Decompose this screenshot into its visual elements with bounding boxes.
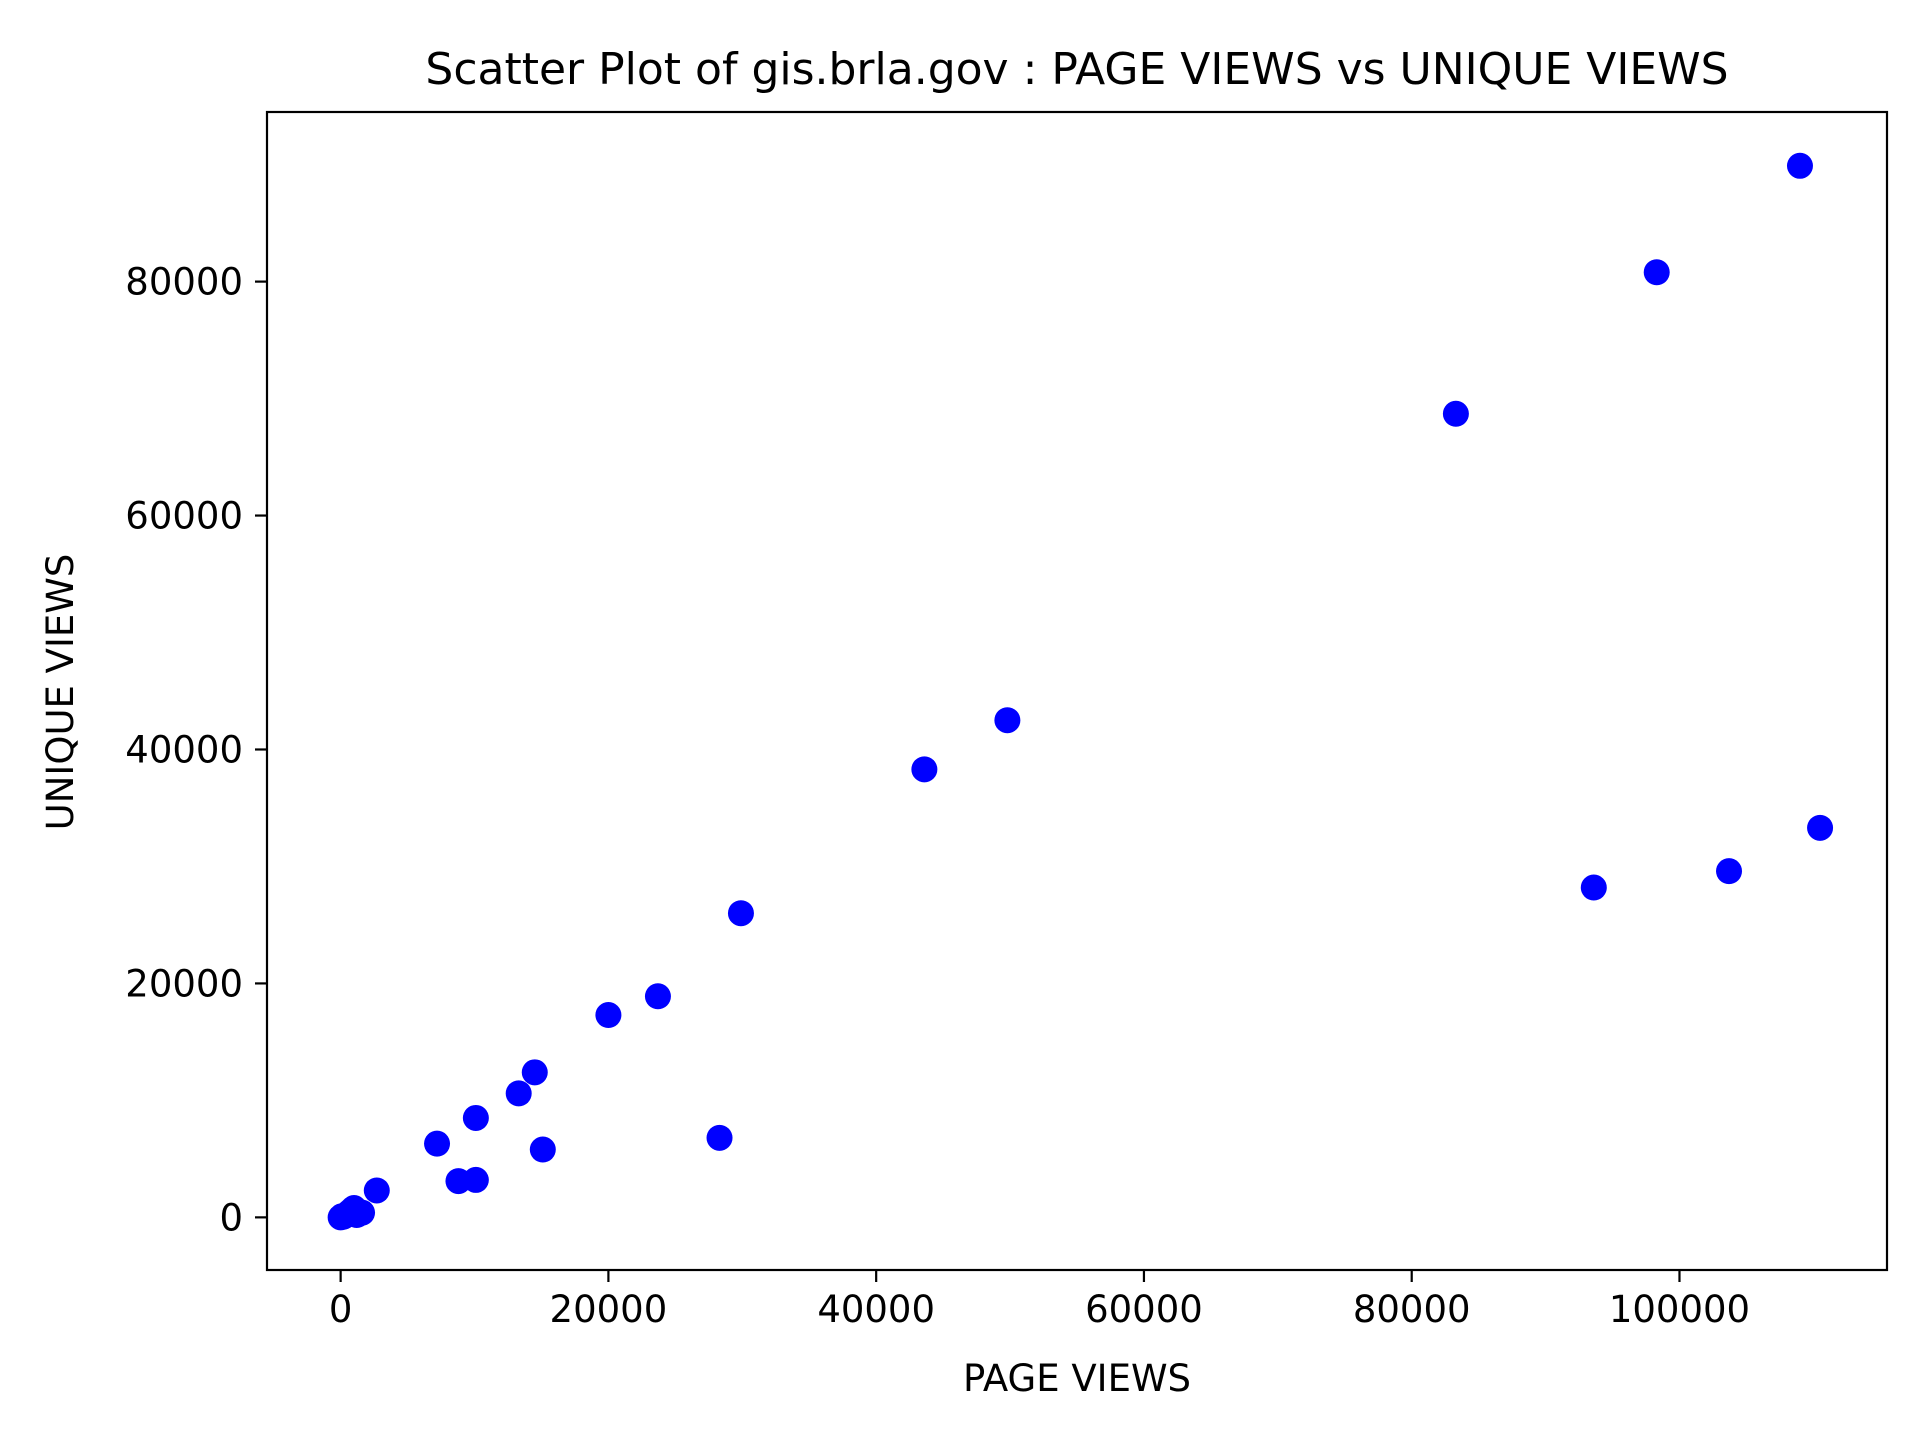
scatter-point — [1580, 874, 1607, 901]
y-tick-label: 40000 — [125, 728, 243, 771]
x-tick-label: 40000 — [817, 1288, 935, 1331]
x-tick-label: 60000 — [1085, 1288, 1203, 1331]
scatter-point — [349, 1199, 376, 1226]
scatter-point — [462, 1104, 489, 1131]
scatter-point — [706, 1124, 733, 1151]
scatter-point — [727, 900, 754, 927]
y-tick-label: 60000 — [125, 495, 243, 538]
y-axis-label: UNIQUE VIEWS — [39, 554, 82, 831]
scatter-point — [462, 1166, 489, 1193]
x-tick-label: 0 — [329, 1288, 353, 1331]
y-tick-label: 0 — [219, 1196, 243, 1239]
y-tick-label: 80000 — [125, 261, 243, 304]
x-tick-label: 80000 — [1353, 1288, 1471, 1331]
scatter-point — [424, 1130, 451, 1157]
scatter-point — [1786, 152, 1813, 179]
x-axis-label: PAGE VIEWS — [963, 1357, 1191, 1400]
chart-title: Scatter Plot of gis.brla.gov : PAGE VIEW… — [425, 44, 1728, 95]
scatter-point — [911, 756, 938, 783]
scatter-point — [644, 983, 671, 1010]
scatter-point — [1716, 858, 1743, 885]
scatter-point — [521, 1059, 548, 1086]
scatter-point — [505, 1080, 532, 1107]
scatter-point — [1442, 400, 1469, 427]
x-tick-label: 100000 — [1609, 1288, 1750, 1331]
scatter-point — [1807, 814, 1834, 841]
plot-frame — [265, 110, 1889, 1272]
scatter-point — [363, 1177, 390, 1204]
scatter-point — [994, 707, 1021, 734]
scatter-point — [595, 1002, 622, 1029]
x-tick-label: 20000 — [550, 1288, 668, 1331]
x-axis: 0 20000 40000 60000 80000 100000 — [329, 1270, 1750, 1331]
scatter-point — [1643, 259, 1670, 286]
scatter-point — [529, 1136, 556, 1163]
y-axis: 0 20000 40000 60000 80000 — [125, 261, 267, 1239]
points-layer — [327, 152, 1834, 1231]
y-tick-label: 20000 — [125, 962, 243, 1005]
